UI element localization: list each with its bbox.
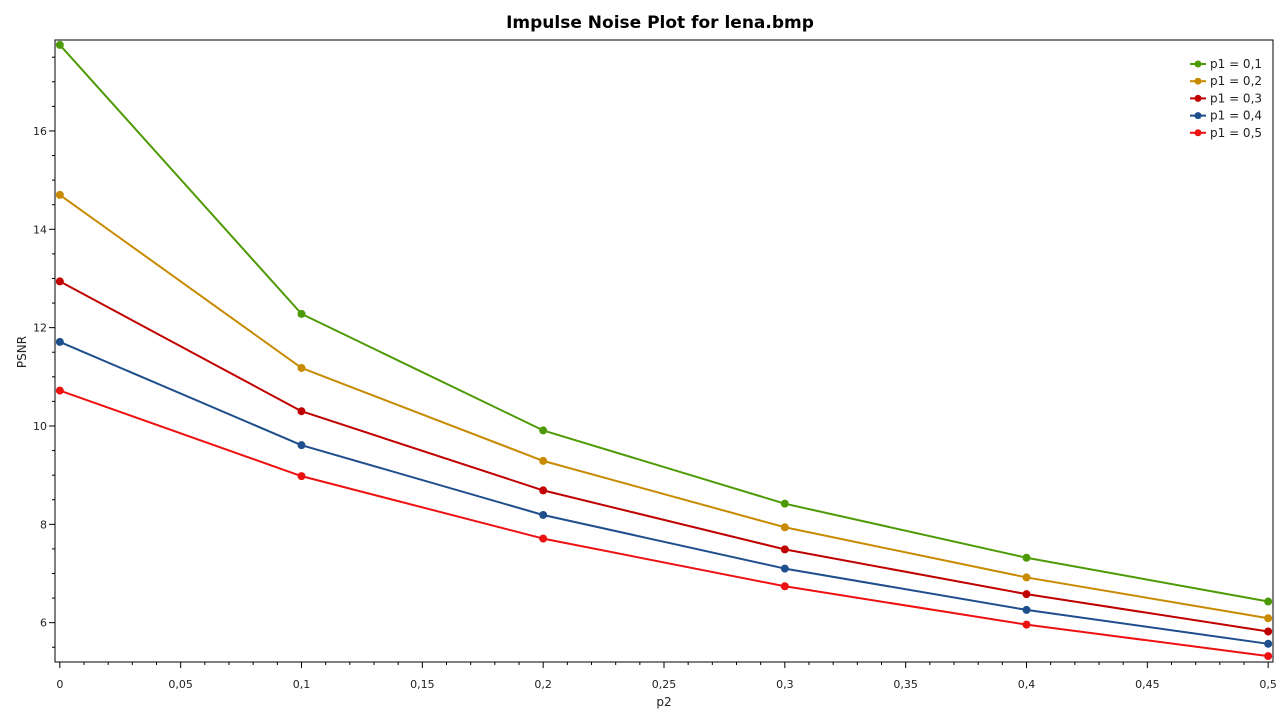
data-point <box>55 190 64 199</box>
data-point <box>780 582 789 591</box>
legend-label: p1 = 0,4 <box>1210 109 1262 123</box>
series-1 <box>55 40 1273 606</box>
chart-title: Impulse Noise Plot for lena.bmp <box>506 13 814 33</box>
series-line <box>59 389 1269 658</box>
data-point <box>55 40 64 49</box>
data-point <box>1022 620 1031 629</box>
data-point <box>539 510 548 519</box>
data-point <box>539 486 548 495</box>
data-point <box>1264 627 1273 636</box>
series-line <box>59 280 1269 633</box>
data-point <box>780 564 789 573</box>
y-tick-label: 14 <box>33 223 47 236</box>
data-point <box>539 534 548 543</box>
series-line <box>59 44 1269 603</box>
legend-item: p1 = 0,3 <box>1190 91 1262 105</box>
series-2 <box>55 190 1273 623</box>
data-point <box>1022 605 1031 614</box>
data-point <box>780 545 789 554</box>
data-point <box>55 386 64 395</box>
data-point <box>55 277 64 286</box>
data-point <box>1264 614 1273 623</box>
legend-label: p1 = 0,2 <box>1210 74 1262 88</box>
y-axis-label: PSNR <box>15 336 29 368</box>
legend-label: p1 = 0,5 <box>1210 126 1262 140</box>
series-layer <box>55 40 1273 661</box>
x-tick-label: 0,5 <box>1259 678 1277 691</box>
y-tick-label: 6 <box>40 617 47 630</box>
data-point <box>297 363 306 372</box>
data-point <box>539 426 548 435</box>
y-axis: 6 8 10 12 14 16 <box>33 56 55 648</box>
data-point <box>780 523 789 532</box>
x-tick-label: 0,15 <box>410 678 435 691</box>
legend-item: p1 = 0,1 <box>1190 57 1262 71</box>
series-3 <box>55 277 1273 636</box>
x-tick-label: 0,05 <box>168 678 193 691</box>
data-point <box>297 309 306 318</box>
x-tick-label: 0,45 <box>1135 678 1160 691</box>
legend-label: p1 = 0,1 <box>1210 57 1262 71</box>
legend-item: p1 = 0,2 <box>1190 74 1262 88</box>
x-tick-label: 0,2 <box>534 678 552 691</box>
data-point <box>297 407 306 416</box>
y-tick-label: 10 <box>33 420 47 433</box>
legend-swatch-marker <box>1194 112 1202 120</box>
x-tick-label: 0 <box>56 678 63 691</box>
y-tick-label: 12 <box>33 322 47 335</box>
x-axis-label: p2 <box>656 695 671 709</box>
legend: p1 = 0,1 p1 = 0,2 p1 = 0,3 p1 = 0,4 p1 = 0,5 <box>1190 57 1262 140</box>
x-tick-label: 0,25 <box>652 678 677 691</box>
legend-item: p1 = 0,4 <box>1190 109 1262 123</box>
x-tick-label: 0,3 <box>776 678 794 691</box>
series-line <box>59 194 1269 620</box>
data-point <box>1022 590 1031 599</box>
data-point <box>780 499 789 508</box>
series-line <box>59 340 1269 645</box>
data-point <box>539 456 548 465</box>
series-5 <box>55 386 1273 661</box>
x-tick-label: 0,1 <box>293 678 311 691</box>
data-point <box>297 441 306 450</box>
x-tick-label: 0,4 <box>1018 678 1036 691</box>
legend-swatch-marker <box>1194 129 1202 137</box>
data-point <box>55 337 64 346</box>
data-point <box>1264 597 1273 606</box>
legend-swatch-marker <box>1194 60 1202 68</box>
data-point <box>1264 639 1273 648</box>
legend-label: p1 = 0,3 <box>1210 91 1262 105</box>
x-axis: 0 0,05 0,1 0,15 0,2 0,25 0,3 0,35 0,4 0,45 0,5 <box>56 662 1277 691</box>
series-4 <box>55 337 1273 648</box>
legend-swatch-marker <box>1194 77 1202 85</box>
legend-swatch-marker <box>1194 94 1202 102</box>
y-tick-label: 8 <box>40 518 47 531</box>
data-point <box>1022 553 1031 562</box>
data-point <box>1022 573 1031 582</box>
y-tick-label: 16 <box>33 125 47 138</box>
data-point <box>1264 652 1273 661</box>
legend-item: p1 = 0,5 <box>1190 126 1262 140</box>
x-tick-label: 0,35 <box>893 678 918 691</box>
data-point <box>297 472 306 481</box>
